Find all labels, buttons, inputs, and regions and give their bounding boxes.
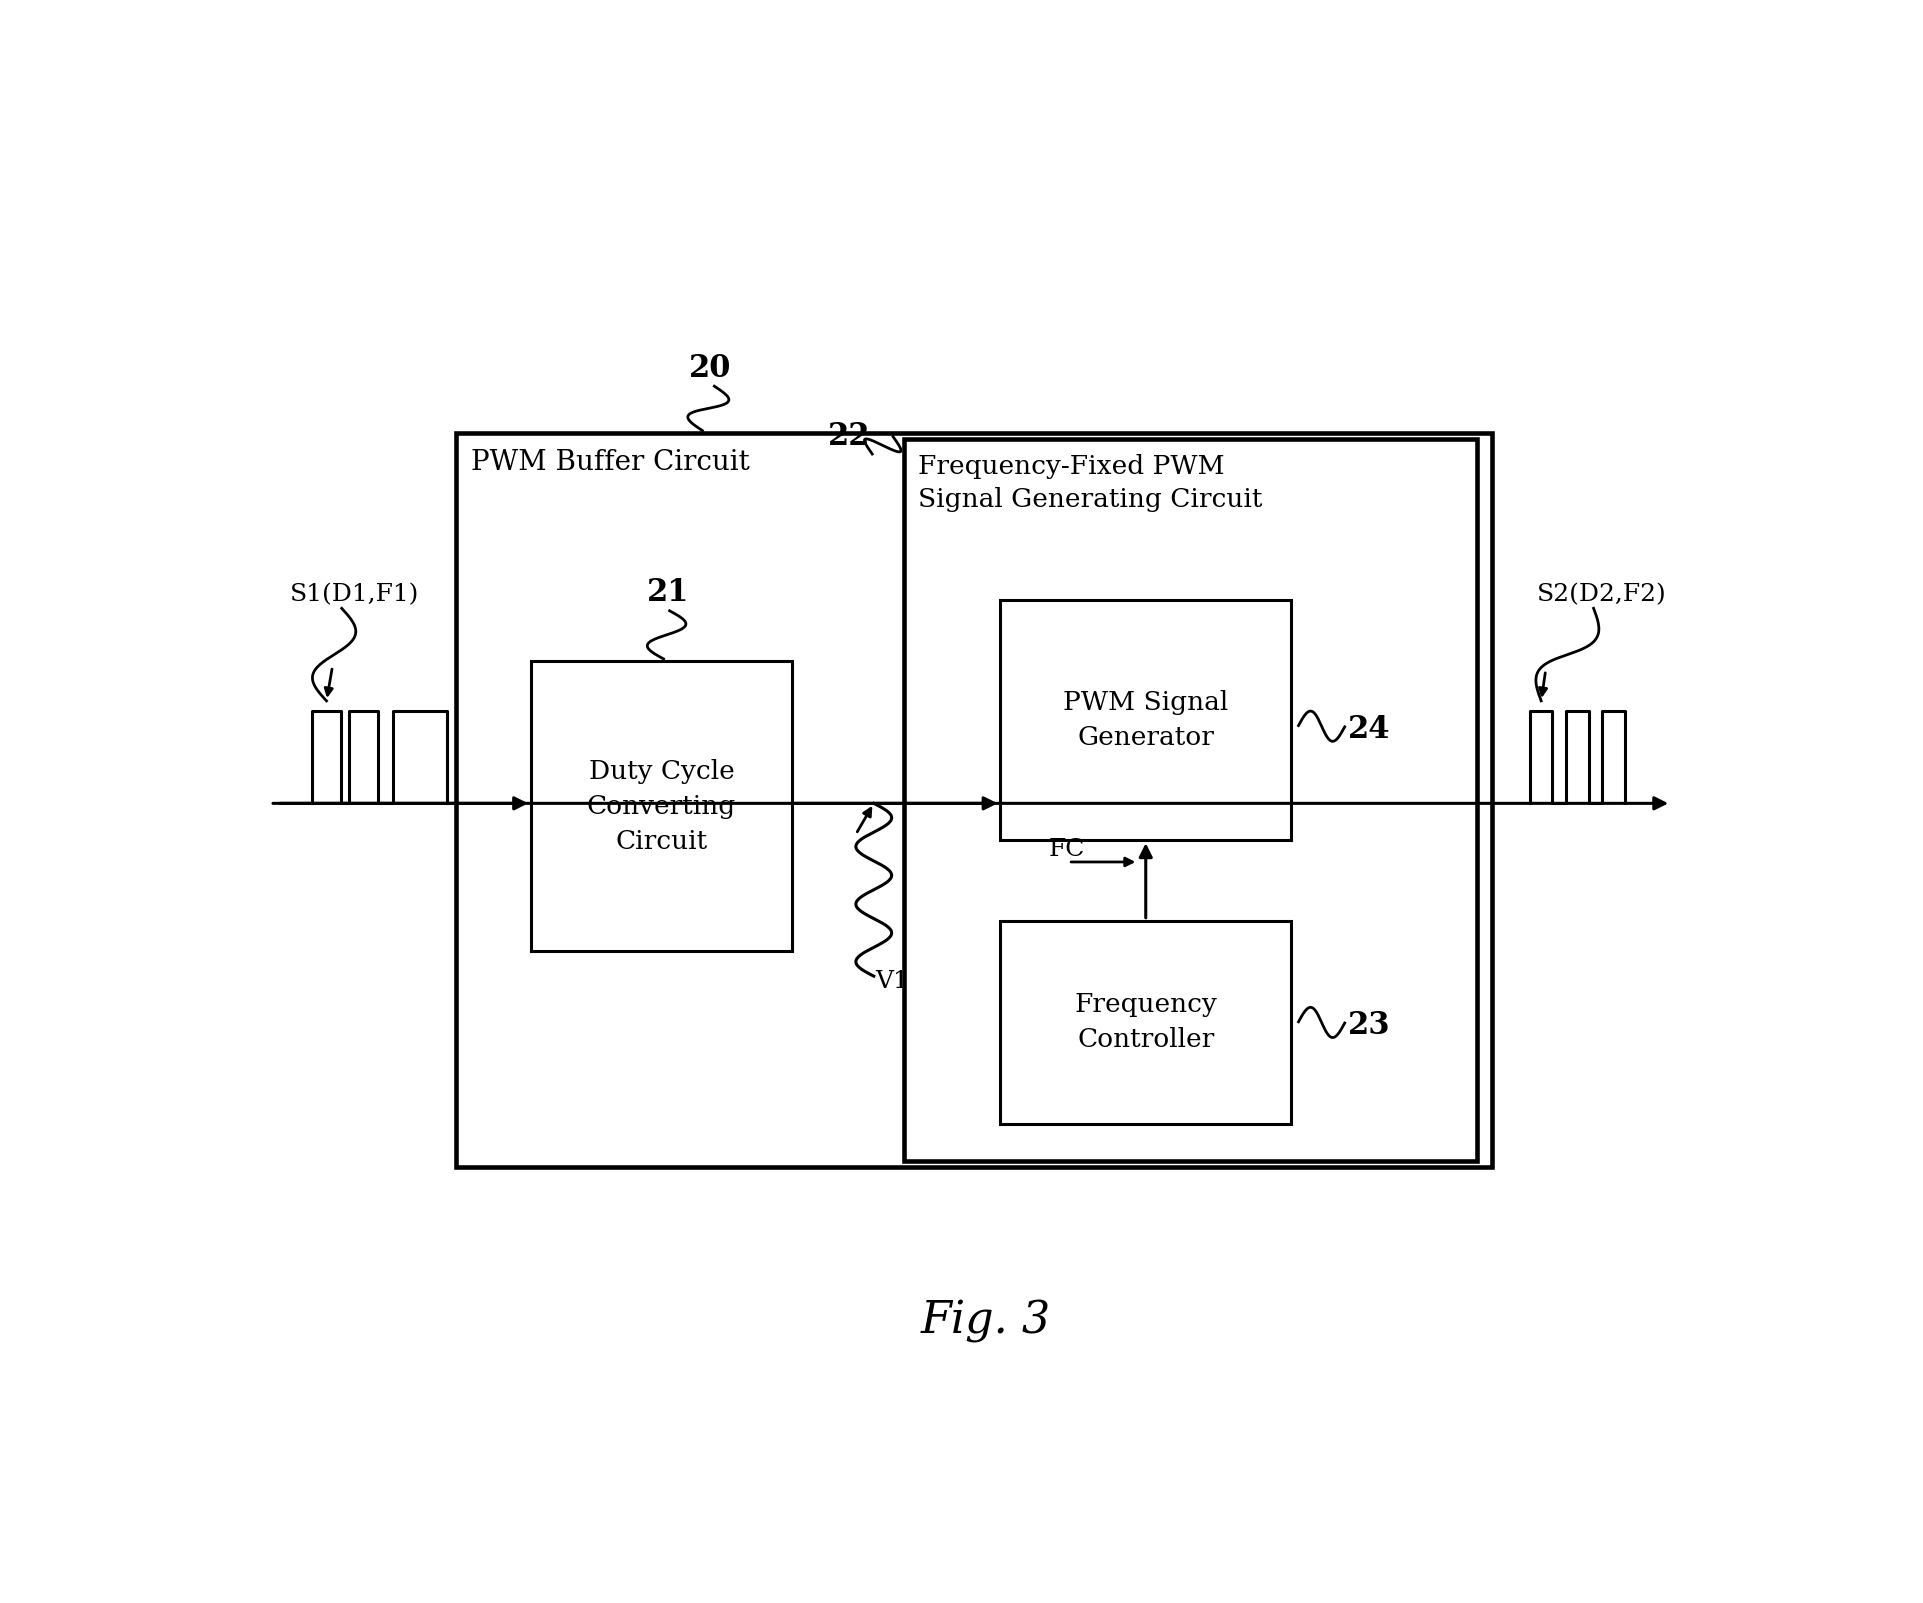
Text: Duty Cycle
Converting
Circuit: Duty Cycle Converting Circuit xyxy=(587,758,737,854)
Text: Frequency
Controller: Frequency Controller xyxy=(1075,992,1217,1053)
Text: 20: 20 xyxy=(688,353,731,383)
Text: PWM Buffer Circuit: PWM Buffer Circuit xyxy=(471,449,750,476)
Text: S2(D2,F2): S2(D2,F2) xyxy=(1536,583,1667,606)
Bar xyxy=(1000,920,1290,1124)
Text: S1(D1,F1): S1(D1,F1) xyxy=(290,583,419,606)
Text: 24: 24 xyxy=(1348,713,1390,745)
Text: 22: 22 xyxy=(829,420,871,452)
Text: 23: 23 xyxy=(1348,1010,1390,1040)
Text: V1: V1 xyxy=(875,970,908,992)
Text: FC: FC xyxy=(1048,838,1085,861)
Text: Frequency-Fixed PWM
Signal Generating Circuit: Frequency-Fixed PWM Signal Generating Ci… xyxy=(919,454,1263,511)
Text: PWM Signal
Generator: PWM Signal Generator xyxy=(1063,689,1229,750)
Bar xyxy=(456,433,1492,1167)
Bar xyxy=(531,662,792,952)
Bar xyxy=(904,439,1477,1161)
Text: Fig. 3: Fig. 3 xyxy=(921,1300,1050,1343)
Bar xyxy=(1000,600,1290,840)
Text: 21: 21 xyxy=(646,577,688,608)
